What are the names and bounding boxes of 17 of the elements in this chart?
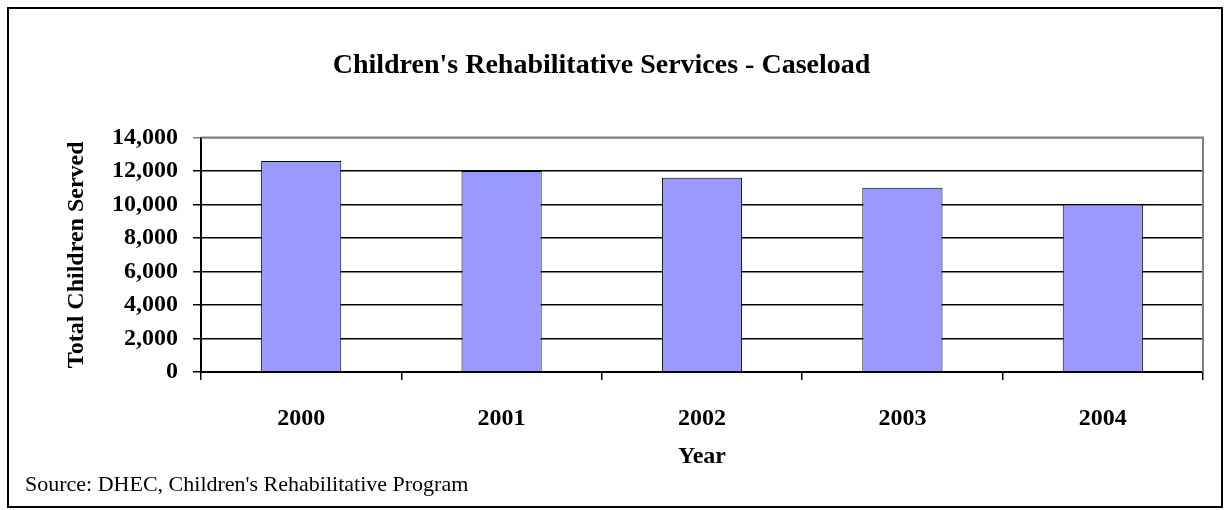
chart-title: Children's Rehabilitative Services - Caseload (332, 48, 871, 80)
x-axis-title: Year (678, 441, 727, 468)
y-tick-label: 4,000 (124, 290, 178, 317)
x-tick-label: 2004 (1078, 403, 1127, 430)
x-tick-label: 2002 (678, 403, 726, 430)
y-axis-title: Total Children Served (61, 140, 88, 369)
y-tick-label: 14,000 (112, 122, 178, 149)
y-tick-label: 10,000 (112, 189, 178, 216)
x-tick-label: 2003 (878, 403, 927, 430)
x-tick-label: 2000 (277, 403, 326, 430)
y-tick-label: 2,000 (124, 323, 178, 350)
y-tick-label: 12,000 (112, 156, 178, 183)
y-tick-label: 8,000 (124, 223, 178, 250)
y-tick-label: 6,000 (124, 256, 178, 283)
y-tick-label: 0 (166, 357, 178, 384)
source-note: Source: DHEC, Children's Rehabilitative Program (25, 470, 469, 496)
x-tick-label: 2001 (477, 403, 526, 430)
